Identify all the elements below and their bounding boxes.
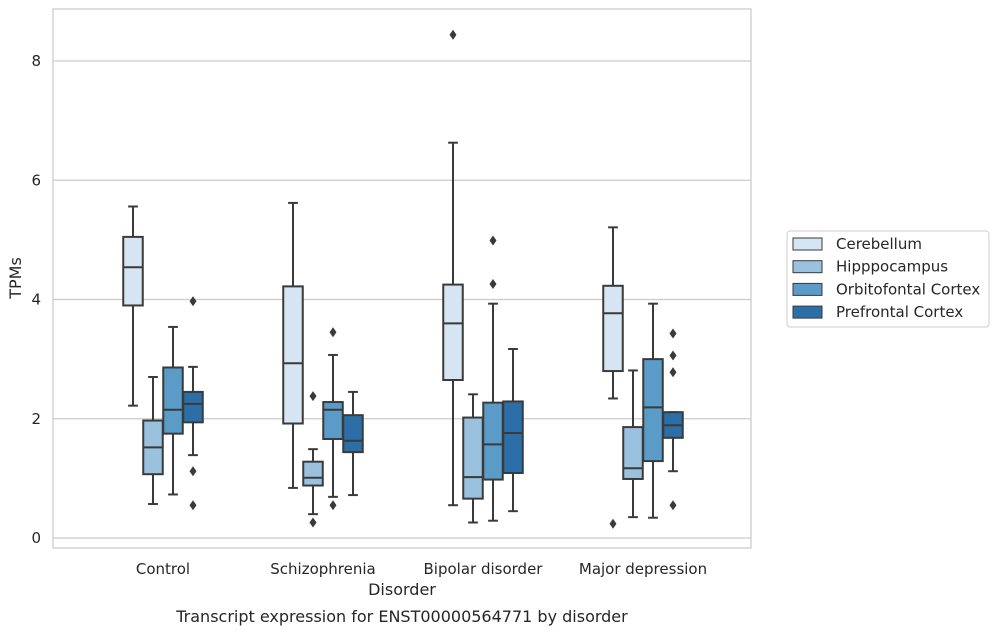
legend-swatch <box>792 282 823 296</box>
box-iqr <box>482 401 504 481</box>
x-tick-label: Schizophrenia <box>270 560 375 578</box>
legend-label: Cerebellum <box>836 235 922 253</box>
box-iqr <box>122 235 144 307</box>
outlier-point <box>329 500 337 511</box>
box-2-2 <box>302 391 324 528</box>
box-4-1 <box>182 296 204 511</box>
outlier-point <box>309 391 317 402</box>
box-iqr <box>182 390 204 424</box>
y-tick-labels: 0 2 4 6 8 <box>31 52 41 547</box>
box-iqr <box>622 426 644 480</box>
legend-label: Hipppocampus <box>836 258 948 276</box>
box-iqr <box>302 460 324 487</box>
outlier-point <box>609 518 617 529</box>
box-iqr <box>642 358 664 463</box>
box-1-3 <box>442 29 464 507</box>
outlier-point <box>669 350 677 361</box>
legend-label: Orbitofontal Cortex <box>836 280 980 298</box>
y-tick-label: 0 <box>31 529 41 547</box>
box-iqr <box>502 400 524 475</box>
box-3-4 <box>642 302 664 519</box>
outlier-point <box>489 278 497 289</box>
box-iqr <box>162 366 184 435</box>
plot-frame <box>52 8 752 549</box>
box-1-2 <box>282 201 304 489</box>
x-tick-labels: Control Schizophrenia Bipolar disorder Majo… <box>136 560 707 578</box>
box-layer <box>122 29 684 529</box>
outlier-point <box>189 296 197 307</box>
outlier-point <box>189 466 197 477</box>
box-iqr <box>282 285 304 425</box>
outlier-point <box>669 500 677 511</box>
legend-swatch <box>792 305 823 319</box>
x-tick-label: Control <box>136 560 190 578</box>
x-tick-label: Bipolar disorder <box>424 560 544 578</box>
outlier-point <box>189 500 197 511</box>
box-4-3 <box>502 347 524 513</box>
legend: Cerebellum Hipppocampus Orbitofontal Corte… <box>786 230 990 328</box>
chart-caption: Transcript expression for ENST0000056477… <box>175 607 628 626</box>
outlier-point <box>329 327 337 338</box>
box-iqr <box>322 401 344 441</box>
box-1-4 <box>602 226 624 529</box>
box-iqr <box>342 414 364 454</box>
legend-swatch <box>792 260 823 274</box>
box-iqr <box>442 283 464 381</box>
y-tick-label: 8 <box>31 52 41 70</box>
y-tick-label: 2 <box>31 410 41 428</box>
outlier-point <box>309 517 317 528</box>
box-4-4 <box>662 328 684 511</box>
box-3-2 <box>322 327 344 511</box>
box-1-1 <box>122 205 144 407</box>
outlier-point <box>669 367 677 378</box>
box-iqr <box>462 416 484 500</box>
box-2-1 <box>142 376 164 506</box>
x-axis-label: Disorder <box>368 580 436 599</box>
legend-swatch <box>792 237 823 251</box>
box-iqr <box>602 284 624 373</box>
y-tick-label: 6 <box>31 171 41 189</box>
legend-frame <box>786 230 990 328</box>
x-tick-label: Major depression <box>579 560 707 578</box>
legend-label: Prefrontal Cortex <box>836 303 963 321</box>
box-4-2 <box>342 390 364 497</box>
y-axis-label: TPMs <box>6 257 25 300</box>
outlier-point <box>669 328 677 339</box>
y-tick-label: 4 <box>31 291 41 309</box>
outlier-point <box>449 29 457 40</box>
outlier-point <box>489 235 497 246</box>
